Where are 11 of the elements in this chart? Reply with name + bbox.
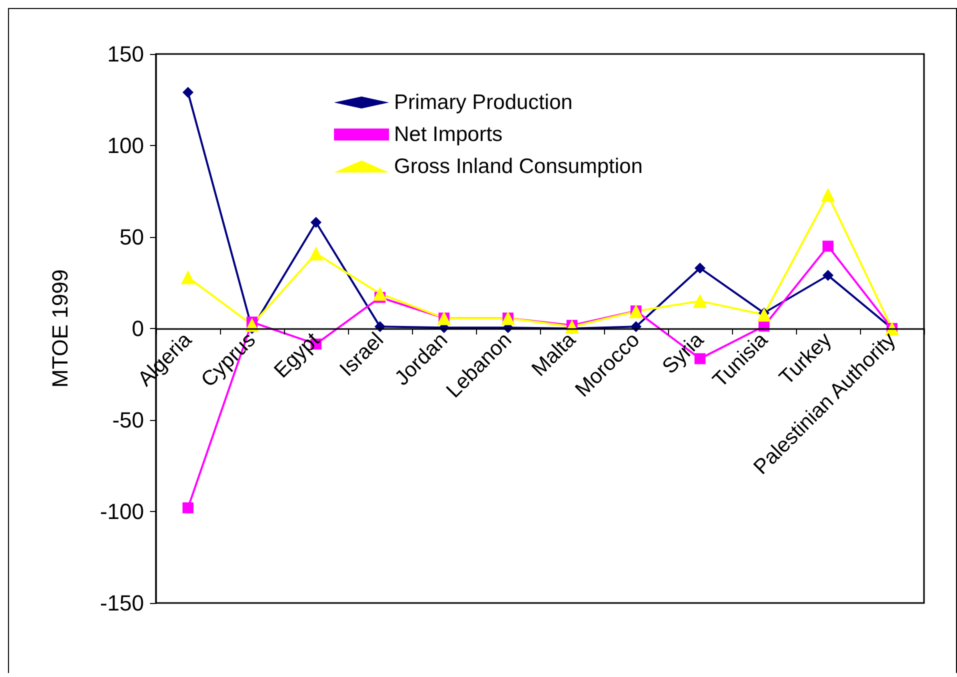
legend-label: Primary Production — [394, 91, 573, 114]
legend-label: Gross Inland Consumption — [394, 155, 643, 178]
y-axis-title: MTOE 1999 — [48, 269, 72, 388]
y-tick-label: -50 — [112, 408, 144, 432]
y-tick-label: 0 — [132, 316, 144, 341]
y-tick-label: 50 — [120, 224, 144, 250]
y-tick-label: 100 — [107, 133, 144, 158]
legend-label: Net Imports — [394, 123, 503, 146]
y-tick-label: 150 — [107, 42, 144, 66]
y-tick-label: -100 — [100, 499, 144, 524]
y-tick-label: -150 — [100, 590, 144, 616]
